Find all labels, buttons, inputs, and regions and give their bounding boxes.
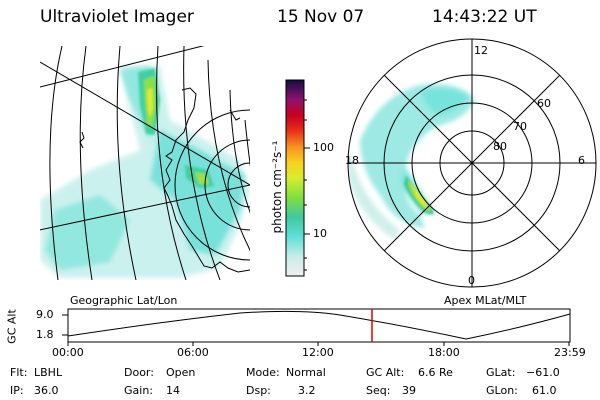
- gain-value: 14: [166, 384, 180, 397]
- colorbar: [285, 79, 310, 277]
- instrument-title: Ultraviolet Imager: [40, 7, 194, 27]
- flt-value: LBHL: [34, 366, 63, 379]
- altitude-xtick: 23:59: [554, 346, 586, 359]
- door-label: Door:: [124, 366, 154, 379]
- apex-caption: Apex MLat/MLT: [444, 294, 527, 307]
- altitude-ytick-high: 9.0: [36, 308, 54, 321]
- time-label: 14:43:22 UT: [432, 7, 537, 27]
- polar-plot: [347, 38, 597, 288]
- dsp-value: 3.2: [298, 384, 316, 397]
- glat-label: GLat:: [486, 366, 516, 379]
- gain-label: Gain:: [124, 384, 153, 397]
- glat-value: −61.0: [526, 366, 560, 379]
- seq-label: Seq:: [366, 384, 391, 397]
- mlt-label-top: 12: [474, 44, 488, 57]
- altitude-ylabel: GC Alt: [5, 309, 19, 344]
- door-value: Open: [166, 366, 196, 379]
- altitude-xtick: 06:00: [177, 346, 209, 359]
- mode-label: Mode:: [246, 366, 280, 379]
- altitude-xtick: 00:00: [52, 346, 84, 359]
- gcalt-value: 6.6 Re: [418, 366, 453, 379]
- ip-value: 36.0: [34, 384, 59, 397]
- lat-label-60: 60: [537, 97, 551, 110]
- lat-label-80: 80: [493, 140, 507, 153]
- mlt-label-left: 18: [345, 154, 359, 167]
- colorbar-tick-100: 100: [313, 141, 334, 154]
- colorbar-unit-label: photon cm⁻²s⁻¹: [270, 140, 284, 234]
- glon-value: 61.0: [532, 384, 557, 397]
- mlt-label-right: 6: [578, 154, 585, 167]
- colorbar-tick-10: 10: [313, 227, 327, 240]
- ip-label: IP:: [10, 384, 24, 397]
- gcalt-label: GC Alt:: [366, 366, 405, 379]
- altitude-plot: [62, 308, 571, 346]
- glon-label: GLon:: [486, 384, 518, 397]
- mlt-label-bottom: 0: [468, 274, 475, 287]
- seq-value: 39: [402, 384, 416, 397]
- date-label: 15 Nov 07: [277, 7, 365, 27]
- lat-label-70: 70: [513, 120, 527, 133]
- altitude-ytick-low: 1.8: [36, 328, 54, 341]
- flt-label: Flt:: [10, 366, 28, 379]
- dsp-label: Dsp:: [246, 384, 271, 397]
- mode-value: Normal: [286, 366, 326, 379]
- geographic-map: [40, 46, 250, 280]
- geographic-caption: Geographic Lat/Lon: [70, 294, 178, 307]
- altitude-xtick: 12:00: [302, 346, 334, 359]
- altitude-xtick: 18:00: [428, 346, 460, 359]
